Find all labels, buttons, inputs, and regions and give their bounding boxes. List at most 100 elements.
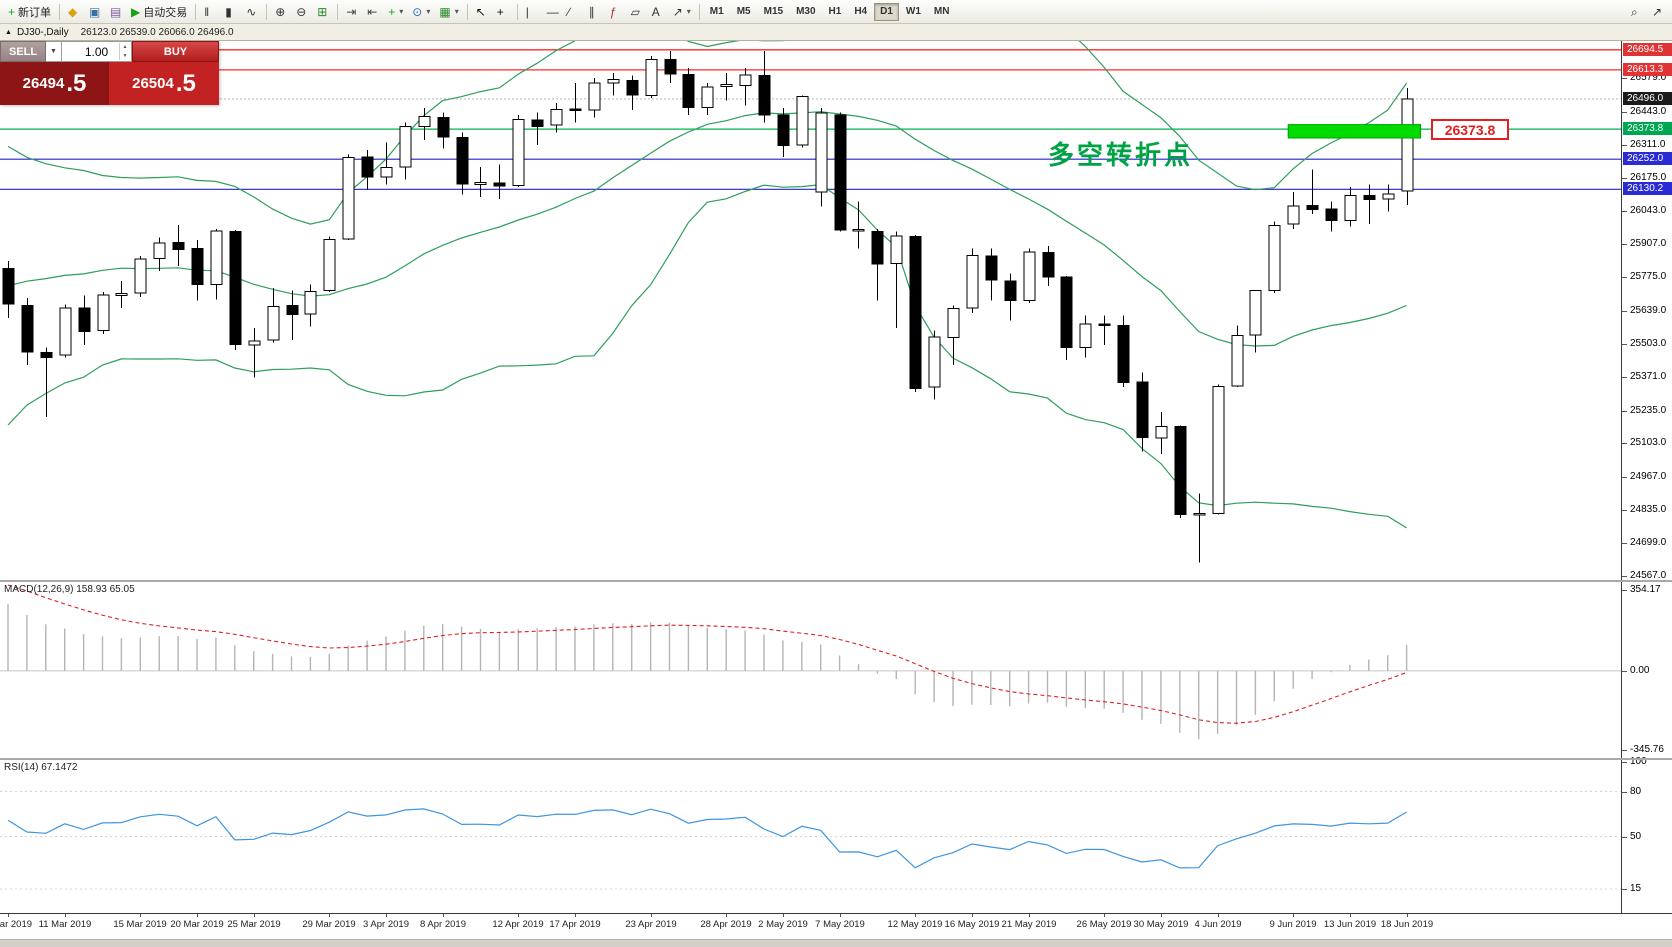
date-label: 26 May 2019 — [1076, 919, 1132, 930]
candlestick-icon: ▮ — [225, 4, 232, 19]
price-tick: 24699.0 — [1630, 537, 1667, 548]
scale-tick-mark — [1622, 762, 1627, 763]
ohlc-bars-button[interactable]: ‖ — [200, 2, 220, 22]
order-type-dropdown[interactable]: ▼ — [46, 41, 62, 62]
crosshair-button[interactable]: + — [493, 2, 513, 22]
date-label: 13 Jun 2019 — [1323, 919, 1377, 930]
chart-shift-icon: ⇤ — [367, 4, 378, 19]
time-tick-mark — [1029, 914, 1030, 917]
buy-button[interactable]: BUY — [132, 41, 219, 62]
bid-pip-digits: .5 — [66, 69, 87, 97]
timeframe-h1-button[interactable]: H1 — [828, 6, 842, 17]
timeframe-d1-button[interactable]: D1 — [874, 2, 899, 21]
collapse-triangle-icon[interactable]: ▲ — [5, 28, 12, 36]
price-badge: 26496.0 — [1623, 92, 1672, 105]
arrows-button[interactable]: ↗ — [669, 2, 695, 22]
scale-tick-mark — [1622, 671, 1627, 672]
date-label: 18 Jun 2019 — [1380, 919, 1434, 930]
candlestick-chart[interactable]: 多空转折点 26373.8 — [0, 41, 1621, 580]
fibonacci-button[interactable]: ƒ — [606, 2, 626, 22]
price-badge: 26613.3 — [1623, 63, 1672, 76]
panel-divider[interactable] — [0, 580, 1672, 582]
time-tick-mark — [972, 914, 973, 917]
chart-symbol-timeframe: DJ30-,Daily — [16, 26, 69, 38]
zoom-out-button[interactable]: ⊖ — [292, 2, 312, 22]
timeframe-mn-button[interactable]: MN — [933, 6, 950, 17]
ask-price[interactable]: 26504 .5 — [109, 62, 219, 105]
timeframe-m1-button[interactable]: M1 — [709, 6, 724, 17]
date-label: 16 May 2019 — [944, 919, 1000, 930]
auto-scroll-button[interactable]: ⇥ — [342, 2, 362, 22]
scale-tick-mark — [1622, 792, 1627, 793]
market-watch-button[interactable]: ◆ — [64, 2, 84, 22]
chart-title-bar: ▲ DJ30-,Daily 26123.0 26539.0 26066.0 26… — [0, 24, 1672, 41]
time-tick-mark — [1407, 914, 1408, 917]
panel-divider[interactable] — [0, 758, 1672, 760]
price-tick: 25907.0 — [1630, 238, 1667, 249]
zoom-out-icon: ⊖ — [296, 4, 307, 19]
volume-value: 1.00 — [84, 44, 109, 59]
time-tick-mark — [386, 914, 387, 917]
text-button[interactable]: A — [648, 2, 668, 22]
date-label: 11 Mar 2019 — [38, 919, 92, 930]
price-scale[interactable]: 26579.0 26443.0 26311.0 26175.0 26043.0 25907… — [1621, 41, 1672, 913]
scale-tick-mark — [1622, 78, 1627, 79]
volume-input[interactable]: 1.00 ▲ ▼ — [62, 41, 132, 62]
zoom-in-button[interactable]: ⊕ — [271, 2, 291, 22]
price-badge: 26130.2 — [1623, 182, 1672, 195]
quick-nav-button[interactable]: ↗ — [1648, 2, 1668, 22]
date-label: 3 Apr 2019 — [363, 919, 409, 930]
new-order-button[interactable]: + 新订单 — [4, 2, 55, 22]
navigator-button[interactable]: ▤ — [106, 2, 126, 22]
profiles-button[interactable]: ⊙ — [408, 2, 434, 22]
scale-tick-mark — [1622, 377, 1627, 378]
volume-down-icon[interactable]: ▼ — [122, 52, 128, 59]
timeframe-w1-button[interactable]: W1 — [905, 6, 921, 17]
date-label: 9 Jun 2019 — [1269, 919, 1317, 930]
rsi-panel[interactable]: RSI(14) 67.1472 — [0, 760, 1621, 913]
candlestick-button[interactable]: ▮ — [221, 2, 241, 22]
timeframe-m5-button[interactable]: M5 — [736, 6, 751, 17]
date-label: 6 Mar 2019 — [0, 919, 33, 930]
scale-tick-mark — [1622, 889, 1627, 890]
trendline-button[interactable]: ∕ — [564, 2, 584, 22]
line-chart-button[interactable]: ∿ — [242, 2, 262, 22]
price-tick: 25235.0 — [1630, 405, 1667, 416]
volume-stepper: ▲ ▼ — [119, 43, 130, 60]
volume-up-icon[interactable]: ▲ — [122, 44, 128, 51]
cursor-button[interactable]: ↖ — [472, 2, 492, 22]
text-icon: A — [651, 4, 660, 19]
date-label: 29 Mar 2019 — [302, 919, 356, 930]
sell-button[interactable]: SELL — [0, 41, 46, 62]
vertical-line-button[interactable]: | — [522, 2, 542, 22]
time-tick-mark — [575, 914, 576, 917]
chart-shift-button[interactable]: ⇤ — [363, 2, 383, 22]
scale-tick-mark — [1622, 411, 1627, 412]
templates-button[interactable]: ▦ — [435, 2, 462, 22]
scale-tick-mark — [1622, 837, 1627, 838]
data-window-button[interactable]: ▣ — [85, 2, 105, 22]
timeframe-h4-button[interactable]: H4 — [854, 6, 868, 17]
shapes-button[interactable]: ▱ — [627, 2, 647, 22]
tile-windows-button[interactable]: ⊞ — [313, 2, 333, 22]
scale-tick-mark — [1622, 543, 1627, 544]
macd-canvas — [0, 584, 1621, 740]
autotrading-label: 自动交易 — [143, 6, 188, 19]
macd-panel[interactable]: MACD(12,26,9) 158.93 65.05 — [0, 582, 1621, 758]
horizontal-line-button[interactable]: — — [543, 2, 563, 22]
scale-tick-mark — [1622, 477, 1627, 478]
zoom-in-icon: ⊕ — [275, 4, 286, 19]
autotrading-button[interactable]: ▶ 自动交易 — [127, 2, 191, 22]
search-button[interactable]: ⌕ — [1627, 2, 1647, 22]
bid-price[interactable]: 26494 .5 — [0, 62, 109, 105]
timeframe-m15-button[interactable]: M15 — [763, 6, 784, 17]
scale-tick-mark — [1622, 145, 1627, 146]
toolbar-separator — [266, 3, 268, 20]
timeframe-m30-button[interactable]: M30 — [796, 6, 816, 17]
price-tick: 24835.0 — [1630, 504, 1667, 515]
window-edge — [0, 939, 1672, 947]
ask-pip-digits: .5 — [175, 69, 196, 97]
channel-button[interactable]: ∥ — [585, 2, 605, 22]
new-chart-button[interactable]: + — [384, 2, 407, 22]
